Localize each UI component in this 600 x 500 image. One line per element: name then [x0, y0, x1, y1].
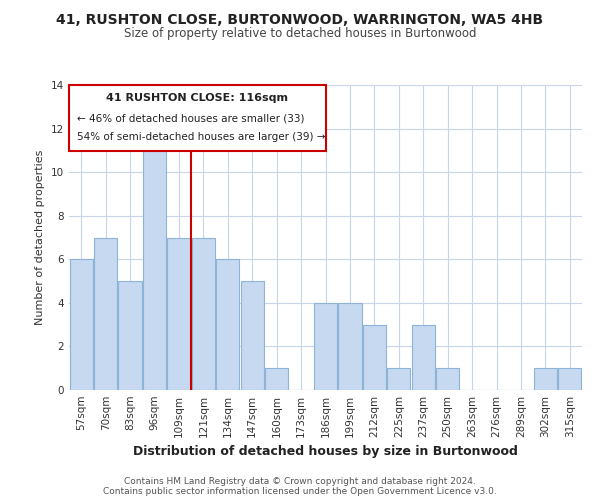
Bar — [436, 368, 459, 390]
Text: Size of property relative to detached houses in Burtonwood: Size of property relative to detached ho… — [124, 28, 476, 40]
Bar — [118, 281, 142, 390]
Bar — [167, 238, 191, 390]
Y-axis label: Number of detached properties: Number of detached properties — [35, 150, 46, 325]
Bar — [94, 238, 117, 390]
Text: 54% of semi-detached houses are larger (39) →: 54% of semi-detached houses are larger (… — [77, 132, 325, 142]
Bar — [387, 368, 410, 390]
Bar — [70, 260, 93, 390]
Text: 41, RUSHTON CLOSE, BURTONWOOD, WARRINGTON, WA5 4HB: 41, RUSHTON CLOSE, BURTONWOOD, WARRINGTO… — [56, 12, 544, 26]
Bar — [363, 324, 386, 390]
Text: Contains HM Land Registry data © Crown copyright and database right 2024.: Contains HM Land Registry data © Crown c… — [124, 476, 476, 486]
Bar — [558, 368, 581, 390]
Bar — [314, 303, 337, 390]
Bar — [192, 238, 215, 390]
Bar — [241, 281, 264, 390]
X-axis label: Distribution of detached houses by size in Burtonwood: Distribution of detached houses by size … — [133, 446, 518, 458]
Bar — [143, 128, 166, 390]
Bar — [216, 260, 239, 390]
Text: ← 46% of detached houses are smaller (33): ← 46% of detached houses are smaller (33… — [77, 114, 304, 124]
Text: Contains public sector information licensed under the Open Government Licence v3: Contains public sector information licen… — [103, 486, 497, 496]
Text: 41 RUSHTON CLOSE: 116sqm: 41 RUSHTON CLOSE: 116sqm — [106, 92, 288, 102]
Bar — [412, 324, 435, 390]
Bar — [265, 368, 288, 390]
Bar — [534, 368, 557, 390]
Bar — [338, 303, 362, 390]
FancyBboxPatch shape — [69, 85, 325, 150]
